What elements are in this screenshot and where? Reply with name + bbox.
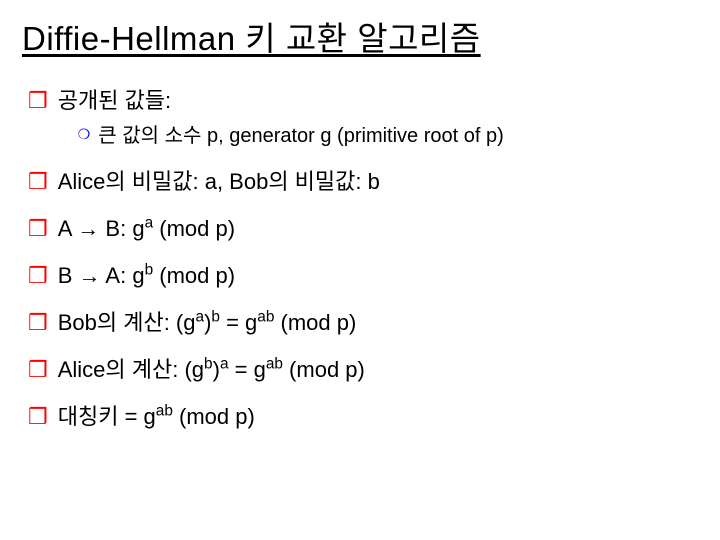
list-item-text: A → B: ga (mod p) (58, 212, 698, 245)
bullet-icon: ❒ (28, 165, 48, 198)
bullet-icon: ❒ (28, 400, 48, 433)
list-item-text: 공개된 값들: ❍ 큰 값의 소수 p, generator g (primit… (58, 84, 698, 151)
list-item-text: Bob의 계산: (ga)b = gab (mod p) (58, 306, 698, 339)
sub-list-item-text: 큰 값의 소수 p, generator g (primitive root o… (98, 121, 698, 151)
bullet-icon: ❒ (28, 259, 48, 292)
bullet-icon: ❒ (28, 84, 48, 117)
bullet-icon: ❒ (28, 212, 48, 245)
list-item: ❒ Alice의 계산: (gb)a = gab (mod p) (28, 353, 698, 386)
list-item-text: B → A: gb (mod p) (58, 259, 698, 292)
sub-list-item: ❍ 큰 값의 소수 p, generator g (primitive root… (78, 121, 698, 151)
slide: Diffie-Hellman 키 교환 알고리즘 ❒ 공개된 값들: ❍ 큰 값… (0, 0, 720, 457)
list-item: ❒ B → A: gb (mod p) (28, 259, 698, 292)
list-item: ❒ A → B: ga (mod p) (28, 212, 698, 245)
bullet-list: ❒ 공개된 값들: ❍ 큰 값의 소수 p, generator g (prim… (22, 84, 698, 433)
list-item-text: Alice의 비밀값: a, Bob의 비밀값: b (58, 165, 698, 198)
sub-bullet-icon: ❍ (78, 121, 91, 148)
bullet-icon: ❒ (28, 353, 48, 386)
list-item: ❒ 공개된 값들: ❍ 큰 값의 소수 p, generator g (prim… (28, 84, 698, 151)
bullet-icon: ❒ (28, 306, 48, 339)
list-item-text: 대칭키 = gab (mod p) (58, 400, 698, 433)
slide-title: Diffie-Hellman 키 교환 알고리즘 (22, 12, 698, 60)
text: 공개된 값들: (58, 88, 171, 113)
list-item: ❒ Bob의 계산: (ga)b = gab (mod p) (28, 306, 698, 339)
list-item-text: Alice의 계산: (gb)a = gab (mod p) (58, 353, 698, 386)
list-item: ❒ Alice의 비밀값: a, Bob의 비밀값: b (28, 165, 698, 198)
list-item: ❒ 대칭키 = gab (mod p) (28, 400, 698, 433)
